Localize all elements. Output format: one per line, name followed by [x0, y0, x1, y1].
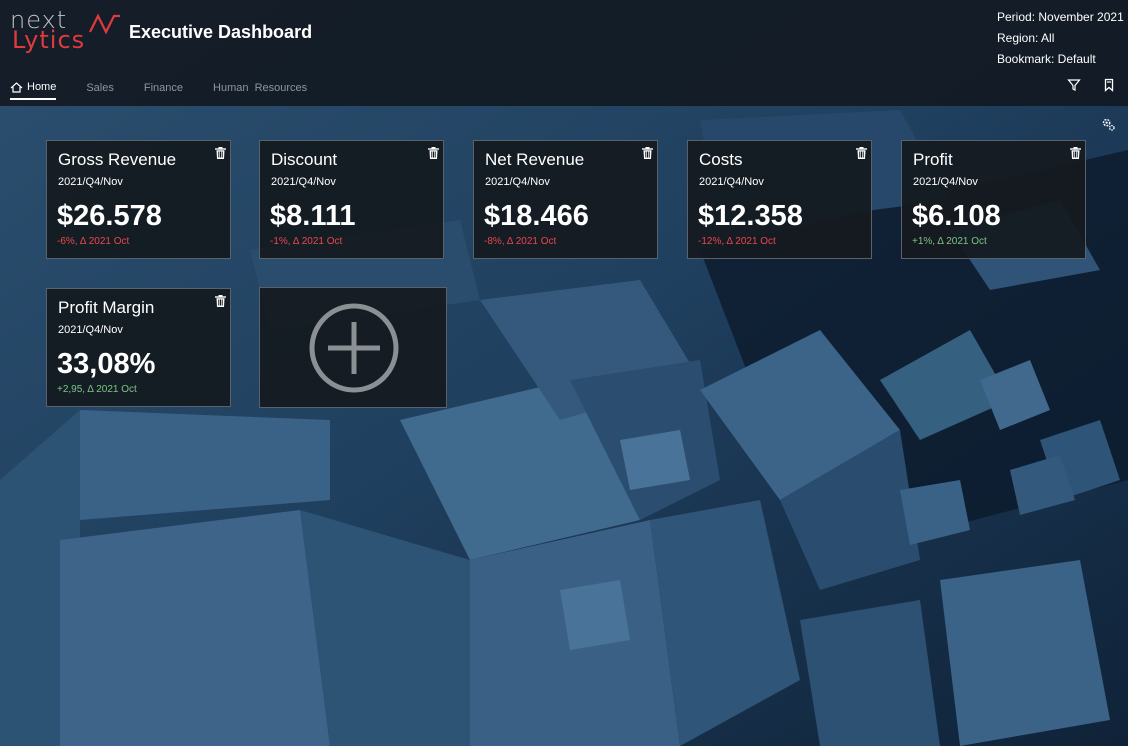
tile-value: $18.466: [484, 200, 589, 232]
settings-icon[interactable]: [1101, 117, 1116, 132]
tile-value: $8.111: [270, 200, 356, 232]
tile-period: 2021/Q4/Nov: [699, 176, 764, 188]
add-circle-icon: [309, 303, 399, 393]
tile-delta: -12%, Δ 2021 Oct: [698, 236, 776, 247]
trash-icon[interactable]: [1070, 147, 1081, 159]
filter-icon[interactable]: [1067, 78, 1081, 92]
bookmark-icon[interactable]: [1102, 78, 1116, 92]
tile-value: $26.578: [57, 200, 162, 232]
tab-sales-label: Sales: [86, 82, 114, 94]
tile-delta: +1%, Δ 2021 Oct: [912, 236, 987, 247]
tile-delta: +2,95, Δ 2021 Oct: [57, 384, 137, 395]
tab-sales[interactable]: Sales: [86, 80, 114, 100]
tile-title: Gross Revenue: [58, 150, 177, 169]
nav-tabs: Home Sales Finance Human Resources: [10, 80, 337, 100]
logo-wave-icon: [89, 13, 120, 35]
tab-home[interactable]: Home: [10, 80, 57, 100]
tile-value: 33,08%: [57, 348, 156, 380]
tile-title: Discount: [271, 150, 338, 169]
kpi-tile-profit-margin[interactable]: Profit Margin 2021/Q4/Nov 33,08% +2,95, …: [46, 288, 231, 407]
tile-title: Net Revenue: [485, 150, 585, 169]
tile-delta: -8%, Δ 2021 Oct: [484, 236, 557, 247]
tile-title: Profit: [913, 150, 953, 169]
context-info: Period: November 2021 Region: All Bookma…: [997, 7, 1124, 70]
kpi-tile-discount[interactable]: Discount 2021/Q4/Nov $8.111 -1%, Δ 2021 …: [259, 140, 444, 259]
kpi-tile-costs[interactable]: Costs 2021/Q4/Nov $12.358 -12%, Δ 2021 O…: [687, 140, 872, 259]
tile-period: 2021/Q4/Nov: [58, 176, 123, 188]
tile-value: $12.358: [698, 200, 803, 232]
logo-line1: next: [10, 6, 68, 34]
trash-icon[interactable]: [856, 147, 867, 159]
tile-title: Profit Margin: [58, 298, 155, 317]
tile-delta: -1%, Δ 2021 Oct: [270, 236, 343, 247]
tab-human-resources[interactable]: Human Resources: [213, 80, 307, 100]
shell-header: [0, 0, 1128, 106]
trash-icon[interactable]: [428, 147, 439, 159]
trash-icon[interactable]: [215, 147, 226, 159]
nextlytics-logo: next Lytics: [10, 6, 120, 54]
bookmark-label: Bookmark: Default: [997, 52, 1096, 66]
trash-icon[interactable]: [642, 147, 653, 159]
trash-icon[interactable]: [215, 295, 226, 307]
kpi-tile-gross-revenue[interactable]: Gross Revenue 2021/Q4/Nov $26.578 -6%, Δ…: [46, 140, 231, 259]
region-label: Region: All: [997, 31, 1055, 45]
tab-home-label: Home: [27, 81, 57, 93]
tile-period: 2021/Q4/Nov: [271, 176, 336, 188]
logo-line2: Lytics: [12, 26, 86, 54]
kpi-tile-net-revenue[interactable]: Net Revenue 2021/Q4/Nov $18.466 -8%, Δ 2…: [473, 140, 658, 259]
home-icon: [10, 81, 23, 93]
kpi-tile-profit[interactable]: Profit 2021/Q4/Nov $6.108 +1%, Δ 2021 Oc…: [901, 140, 1086, 259]
tile-delta: -6%, Δ 2021 Oct: [57, 236, 130, 247]
tile-title: Costs: [699, 150, 743, 169]
app-title: Executive Dashboard: [129, 22, 313, 42]
tile-period: 2021/Q4/Nov: [58, 324, 123, 336]
tab-human-resources-label: Human Resources: [213, 82, 308, 94]
add-tile-button[interactable]: [259, 287, 447, 408]
period-label: Period: November 2021: [997, 10, 1124, 24]
tab-finance-label: Finance: [143, 82, 184, 94]
tab-finance[interactable]: Finance: [144, 80, 183, 100]
tile-value: $6.108: [912, 200, 1001, 232]
tile-period: 2021/Q4/Nov: [485, 176, 550, 188]
tile-period: 2021/Q4/Nov: [913, 176, 978, 188]
